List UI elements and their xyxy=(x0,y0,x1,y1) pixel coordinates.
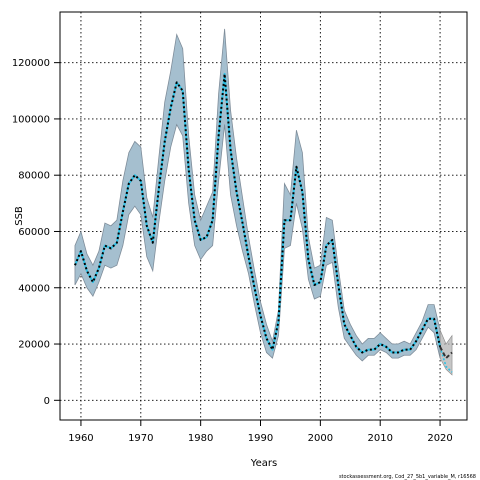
plot-frame xyxy=(59,11,468,421)
y-tick-label: 80000 xyxy=(18,171,50,182)
y-tick-label: 60000 xyxy=(18,227,50,238)
y-tick-label: 40000 xyxy=(18,283,50,294)
ssb-confidence-band xyxy=(74,28,441,362)
x-axis-title: Years xyxy=(250,458,277,469)
forecast-confidence-band xyxy=(439,329,453,376)
x-tick-label: 1980 xyxy=(188,433,213,444)
x-tick-label: 1990 xyxy=(248,433,273,444)
y-axis: 0 20000 40000 60000 80000 100000 120000 xyxy=(12,58,60,407)
y-tick-label: 100000 xyxy=(12,114,50,125)
x-axis: 1960 1970 1980 1990 2000 2010 2020 xyxy=(68,420,453,444)
ssb-estimate-underlay xyxy=(74,72,442,354)
ssb-lines xyxy=(74,72,453,373)
y-tick-label: 0 xyxy=(44,396,50,407)
x-tick-label: 1970 xyxy=(128,433,153,444)
x-tick-label: 2020 xyxy=(427,433,452,444)
y-axis-title: SSB xyxy=(14,206,25,226)
grid-lines xyxy=(60,12,467,420)
y-tick-label: 120000 xyxy=(12,58,50,69)
x-tick-label: 1960 xyxy=(68,433,93,444)
footer-note: stockassessment.org, Cod_27_5b1_variable… xyxy=(339,474,476,480)
alternate-estimate-line xyxy=(439,346,453,373)
y-tick-label: 20000 xyxy=(18,340,50,351)
x-tick-label: 2000 xyxy=(308,433,333,444)
x-tick-label: 2010 xyxy=(367,433,392,444)
confidence-bands xyxy=(74,28,453,376)
